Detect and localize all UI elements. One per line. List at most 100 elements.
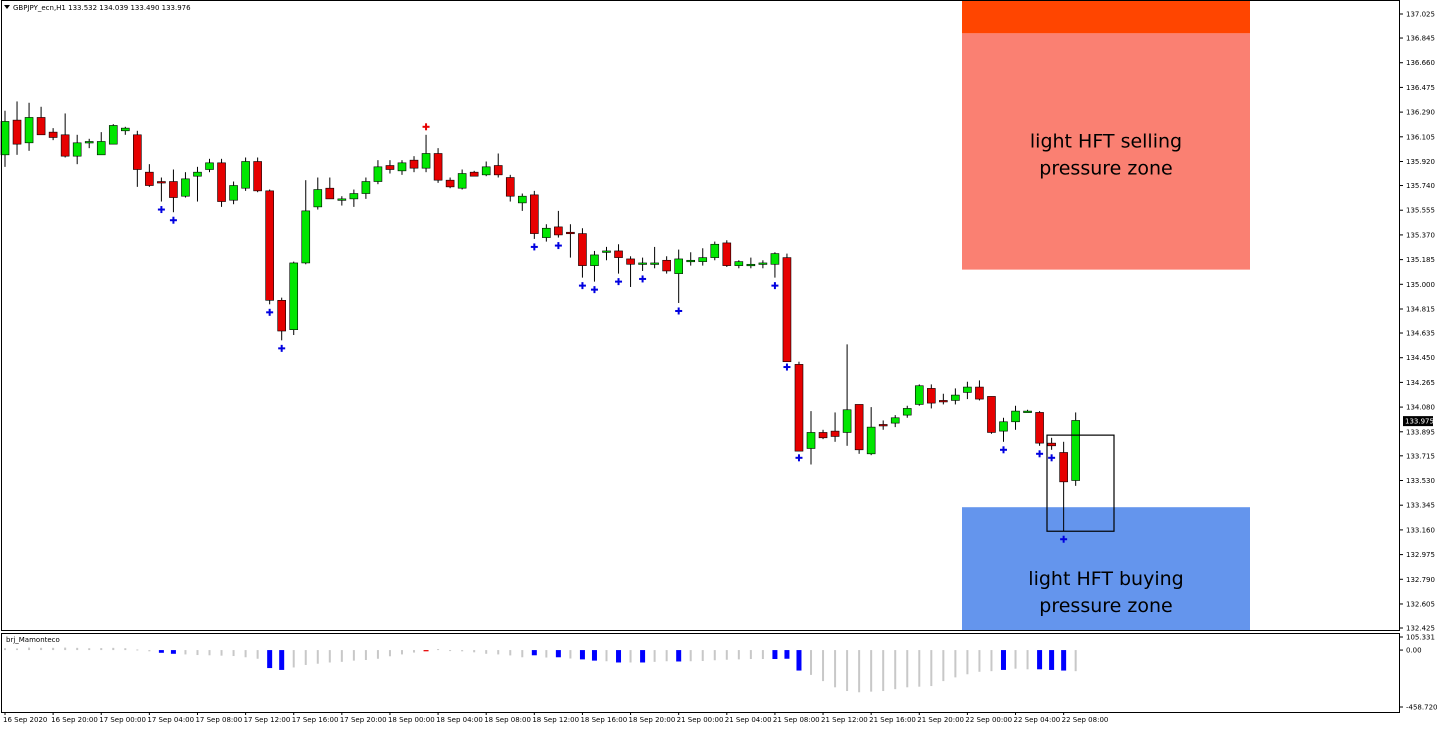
histogram-bar (232, 650, 235, 657)
candle-body (566, 231, 575, 235)
candle (493, 153, 503, 178)
histogram-bar (870, 650, 873, 692)
histogram-bar (689, 650, 692, 662)
candle-body (505, 177, 515, 197)
candle (0, 110, 10, 167)
candle (830, 412, 840, 442)
candle-body (1023, 410, 1032, 413)
candle (914, 384, 924, 406)
candle-body (902, 408, 912, 416)
candle (1023, 409, 1032, 413)
dropdown-triangle-icon[interactable] (4, 5, 10, 9)
candle-body (650, 262, 659, 265)
candle-body (602, 250, 611, 253)
histogram-bar (521, 650, 524, 658)
price-tick-label: 133.160 (1406, 526, 1435, 534)
price-tick-label: 133.895 (1406, 428, 1435, 436)
candle-body (734, 261, 744, 266)
time-tick-label: 18 Sep 16:00 (580, 716, 627, 724)
indicator-header: brj_Mamonteco (6, 636, 60, 644)
candle (698, 248, 708, 266)
price-tick-label: 136.290 (1406, 109, 1435, 117)
candle (36, 106, 46, 136)
candle-body (987, 396, 996, 433)
histogram-bar (244, 650, 247, 658)
histogram-bar (148, 650, 151, 652)
candle (517, 193, 527, 211)
candle (746, 257, 756, 269)
price-tick-label: 135.920 (1406, 158, 1435, 166)
histogram-bar (761, 650, 764, 660)
histogram-bar (796, 650, 802, 671)
histogram-bar (930, 650, 933, 687)
candle-body (205, 162, 214, 170)
time-tick-label: 17 Sep 04:00 (147, 716, 194, 724)
time-tick-label: 22 Sep 00:00 (965, 716, 1012, 724)
histogram-bar (629, 650, 632, 663)
candle-body (758, 262, 768, 265)
candle-body (878, 424, 888, 427)
time-tick-label: 22 Sep 04:00 (1014, 716, 1061, 724)
candle (505, 174, 515, 202)
time-axis: 16 Sep 2020 16 Sep 20:00 17 Sep 00:00 17 Se… (3, 712, 1108, 724)
low-marker (771, 282, 779, 290)
candle (806, 411, 816, 465)
candle-body (289, 262, 299, 330)
histogram-bar (292, 650, 295, 668)
low-marker (590, 286, 598, 294)
sell-pressure-zone (962, 33, 1250, 270)
candle-body (698, 257, 708, 262)
symbol-header: GBPJPY_ecn,H1 133.532 134.039 133.490 13… (13, 4, 191, 12)
histogram-bar (772, 650, 778, 660)
candle-body (409, 159, 419, 169)
price-tick-label: 135.000 (1406, 281, 1435, 289)
candle (361, 177, 371, 199)
candle-body (854, 404, 864, 451)
histogram-bar (978, 650, 981, 672)
low-marker (999, 446, 1007, 454)
histogram-bar (822, 650, 825, 682)
candle-body (830, 430, 840, 437)
histogram-bar (545, 650, 548, 658)
histogram-bar (304, 650, 307, 665)
low-marker (278, 344, 286, 352)
buy-zone-label-line2: pressure zone (1039, 595, 1172, 617)
histogram-bar (400, 650, 403, 655)
candle (469, 170, 479, 177)
candle (842, 344, 852, 446)
candle (1059, 441, 1068, 532)
candle (1047, 437, 1056, 450)
candle (782, 253, 792, 363)
price-tick-label: 136.105 (1406, 133, 1435, 141)
current-price-label: 133.975 (1405, 418, 1434, 426)
candle-body (542, 227, 551, 238)
candle (686, 252, 696, 266)
candle-body (121, 127, 130, 132)
candle-body (999, 421, 1008, 432)
candle-body (157, 181, 166, 184)
histogram-bar (616, 650, 622, 663)
histogram-bar (112, 647, 115, 651)
low-marker (578, 282, 586, 290)
candle (963, 381, 972, 400)
candle-body (806, 432, 816, 449)
candle-body (626, 258, 635, 265)
candle-body (24, 117, 34, 144)
histogram-bar (1061, 650, 1067, 671)
candle (578, 228, 587, 278)
candle (84, 138, 94, 149)
price-tick-label: 132.790 (1406, 576, 1435, 584)
histogram-bar (485, 650, 488, 654)
candle-body (975, 386, 984, 400)
candle-body (36, 117, 46, 136)
histogram-bar (579, 650, 585, 660)
price-tick-label: 133.530 (1406, 477, 1435, 485)
candle (337, 196, 347, 206)
histogram-bar (784, 650, 790, 659)
candle-body (241, 161, 250, 189)
price-tick-label: 134.080 (1406, 404, 1435, 412)
time-tick-label: 21 Sep 16:00 (869, 716, 916, 724)
price-axis: 137.025 136.845 136.660 136.475 136.290 136.1… (1399, 11, 1435, 633)
histogram-bar (676, 650, 682, 662)
